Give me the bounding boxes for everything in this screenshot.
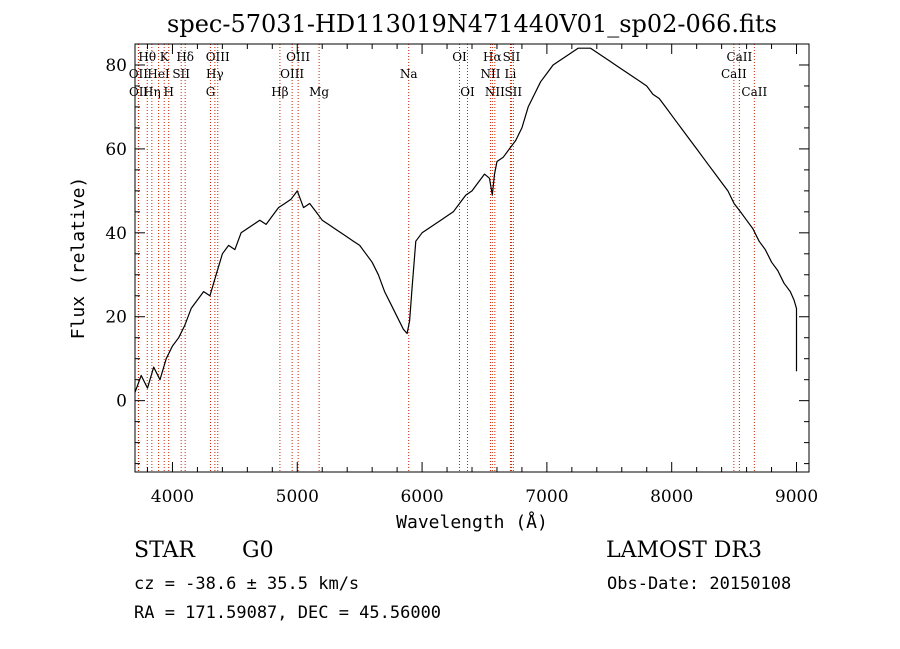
marker-label: Hα — [483, 50, 502, 64]
spectrum-series — [134, 47, 798, 393]
coordinates: RA = 171.59087, DEC = 45.56000 — [134, 603, 442, 623]
object-class: STAR — [134, 538, 195, 563]
plot-frame — [134, 43, 810, 473]
marker-label: Hθ — [138, 50, 156, 64]
marker-label: OIII — [286, 50, 310, 64]
marker-label: HeI — [147, 67, 170, 81]
x-axis: 4000 5000 6000 7000 8000 9000 — [146, 44, 818, 507]
x-tick-label: 4000 — [151, 487, 194, 507]
marker-label: Mg — [309, 85, 329, 99]
marker-label: CaII — [741, 85, 767, 99]
marker-label: SII — [172, 67, 190, 81]
marker-label: Hγ — [206, 67, 224, 81]
obs-date: Obs-Date: 20150108 — [607, 574, 792, 594]
marker-label: OIII — [280, 67, 304, 81]
marker-label: CaII — [726, 50, 752, 64]
y-tick-label: 40 — [105, 224, 127, 244]
y-tick-label: 0 — [116, 392, 127, 412]
chart-title: spec-57031-HD113019N471440V01_sp02-066.f… — [167, 10, 777, 38]
redshift-cz: cz = -38.6 ± 35.5 km/s — [134, 574, 360, 594]
marker-label: CaII — [721, 67, 747, 81]
y-tick-label: 80 — [105, 56, 127, 76]
survey-label: LAMOST DR3 — [606, 538, 762, 563]
y-axis: 0 20 40 60 80 — [105, 43, 809, 465]
spectrum-line — [134, 47, 798, 393]
x-tick-label: 5000 — [276, 487, 319, 507]
marker-label: OI — [460, 85, 475, 99]
marker-label: SII — [504, 85, 522, 99]
marker-label: OI — [452, 50, 467, 64]
marker-label: Hδ — [176, 50, 194, 64]
marker-label: Hη — [143, 85, 161, 99]
y-tick-label: 20 — [105, 308, 127, 328]
marker-label: Hβ — [271, 85, 288, 99]
x-tick-label: 7000 — [525, 487, 568, 507]
marker-label: H — [163, 85, 173, 99]
marker-label: NII — [480, 67, 500, 81]
y-tick-label: 60 — [105, 140, 127, 160]
y-axis-label: Flux (relative) — [68, 177, 89, 340]
x-tick-label: 8000 — [650, 487, 693, 507]
object-subclass: G0 — [242, 538, 274, 563]
marker-label: Na — [400, 67, 418, 81]
marker-label: Li — [505, 67, 517, 81]
marker-label: NII — [485, 85, 505, 99]
marker-label: OII — [129, 85, 149, 99]
x-tick-label: 9000 — [775, 487, 818, 507]
x-tick-label: 6000 — [400, 487, 443, 507]
marker-label: OIII — [206, 50, 230, 64]
x-axis-label: Wavelength (Å) — [396, 511, 548, 533]
marker-label: G — [206, 85, 216, 99]
marker-label: SII — [503, 50, 521, 64]
marker-label: K — [160, 50, 170, 64]
